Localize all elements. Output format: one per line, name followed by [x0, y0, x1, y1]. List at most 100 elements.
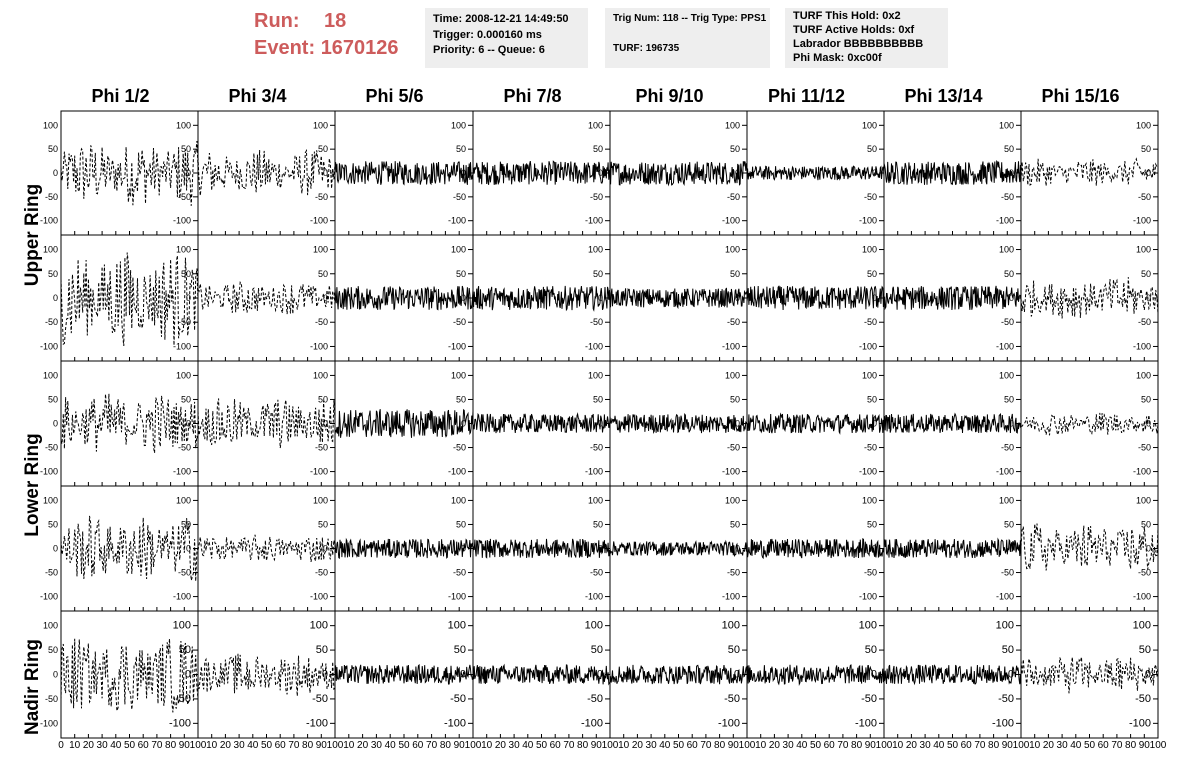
y-tick-label: 50 [454, 644, 466, 656]
priority-text: Priority: 6 -- Queue: 6 [433, 44, 545, 56]
y-tick-label: 0 [323, 168, 328, 178]
waveform-trace [472, 663, 611, 686]
x-tick-label: 70 [426, 740, 438, 751]
event-label: Event: [254, 37, 316, 59]
waveform-trace [334, 285, 474, 311]
y-tick-label: 50 [1004, 519, 1014, 529]
waveform-trace [883, 285, 1022, 311]
y-tick-label: -100 [855, 717, 877, 729]
x-tick-label: 60 [961, 740, 973, 751]
x-tick-label: 70 [837, 740, 849, 751]
x-tick-label: 20 [83, 740, 95, 751]
x-tick-label: 100 [876, 740, 893, 751]
y-tick-label: 0 [598, 168, 603, 178]
y-tick-label: -100 [310, 216, 328, 226]
y-tick-label: 50 [456, 269, 466, 279]
waveform-trace [472, 538, 611, 559]
waveform-trace [1020, 277, 1159, 319]
y-tick-label: 0 [53, 419, 58, 429]
y-tick-label: -50 [864, 443, 877, 453]
waveform-trace [746, 538, 885, 560]
waveform-trace [746, 664, 885, 686]
turf-info-box: TURF This Hold: 0x2 TURF Active Holds: 0… [785, 8, 948, 68]
panel-frame [60, 360, 199, 487]
waveform-trace [197, 534, 336, 562]
y-tick-label: -100 [444, 717, 466, 729]
y-tick-label: 0 [461, 419, 466, 429]
y-tick-label: 0 [872, 293, 877, 303]
y-tick-label: 0 [53, 544, 58, 554]
y-tick-label: -100 [585, 341, 603, 351]
y-tick-label: -50 [724, 693, 740, 705]
column-title-phi-3-4: Phi 3/4 [228, 86, 287, 106]
y-tick-label: 100 [451, 245, 466, 255]
y-tick-label: 100 [722, 620, 740, 632]
y-tick-label: 100 [313, 120, 328, 130]
y-tick-label: 100 [313, 245, 328, 255]
y-tick-label: -100 [1133, 467, 1151, 477]
x-tick-label: 40 [385, 740, 397, 751]
y-tick-label: 50 [181, 394, 191, 404]
y-tick-label: 0 [323, 293, 328, 303]
y-tick-label: -100 [40, 341, 58, 351]
y-tick-label: 100 [173, 620, 191, 632]
waveform-trace [472, 412, 611, 434]
x-tick-label: 10 [206, 740, 218, 751]
y-tick-label: -50 [587, 693, 603, 705]
y-tick-label: 50 [318, 394, 328, 404]
waveform-trace [883, 664, 1022, 686]
x-tick-label: 80 [577, 740, 589, 751]
y-tick-label: -100 [40, 592, 58, 602]
y-tick-label: -100 [718, 717, 740, 729]
y-tick-label: -50 [315, 192, 328, 202]
x-tick-label: 50 [673, 740, 685, 751]
y-tick-label: 0 [1009, 419, 1014, 429]
y-tick-label: 0 [734, 669, 740, 681]
x-tick-label: 0 [58, 740, 64, 751]
x-tick-label: 10 [1029, 740, 1041, 751]
x-tick-label: 10 [481, 740, 493, 751]
y-tick-label: -100 [448, 467, 466, 477]
x-tick-label: 30 [234, 740, 246, 751]
x-tick-label: 30 [783, 740, 795, 751]
y-tick-label: -100 [585, 592, 603, 602]
y-tick-label: -50 [450, 693, 466, 705]
waveform-trace [746, 412, 885, 435]
y-tick-label: 100 [43, 120, 58, 130]
waveform-trace [746, 285, 885, 311]
x-tick-label: 90 [316, 740, 328, 751]
y-tick-label: 50 [593, 519, 603, 529]
y-tick-label: -100 [859, 592, 877, 602]
y-tick-label: 0 [1145, 669, 1151, 681]
x-tick-label: 90 [591, 740, 603, 751]
waveform-trace [334, 408, 474, 438]
y-tick-label: -50 [1138, 568, 1151, 578]
y-tick-label: -50 [315, 443, 328, 453]
y-tick-label: -100 [169, 717, 191, 729]
x-tick-label: 60 [275, 740, 287, 751]
y-tick-label: 0 [597, 669, 603, 681]
y-tick-label: 100 [999, 120, 1014, 130]
y-tick-label: -50 [1138, 192, 1151, 202]
event-value: 1670126 [320, 37, 399, 59]
y-tick-label: -50 [1135, 693, 1151, 705]
x-tick-label: 100 [1013, 740, 1030, 751]
x-tick-label: 20 [1043, 740, 1055, 751]
y-tick-label: -50 [727, 443, 740, 453]
column-title-phi-11-12: Phi 11/12 [767, 86, 846, 106]
y-tick-label: -100 [585, 467, 603, 477]
y-tick-label: 50 [730, 269, 740, 279]
y-tick-label: 0 [185, 669, 191, 681]
